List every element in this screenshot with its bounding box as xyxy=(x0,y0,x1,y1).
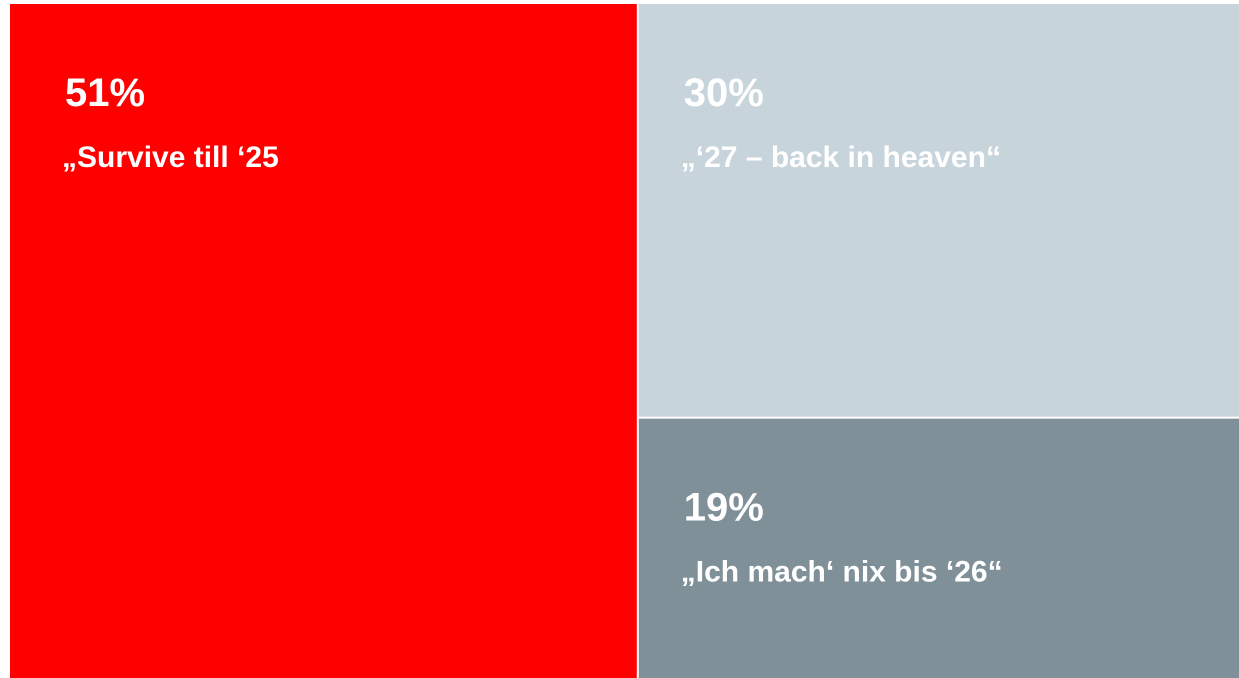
tile xyxy=(638,418,1239,678)
tile xyxy=(638,4,1239,417)
tile xyxy=(10,4,637,678)
category-label: „Survive till ‘25 xyxy=(62,141,279,174)
category-label: „‘27 – back in heaven“ xyxy=(681,141,1001,174)
category-label: „Ich mach‘ nix bis ‘26“ xyxy=(681,556,1003,589)
value-label: 30% xyxy=(684,71,764,115)
value-label: 51% xyxy=(65,71,145,115)
value-label: 19% xyxy=(684,486,764,530)
